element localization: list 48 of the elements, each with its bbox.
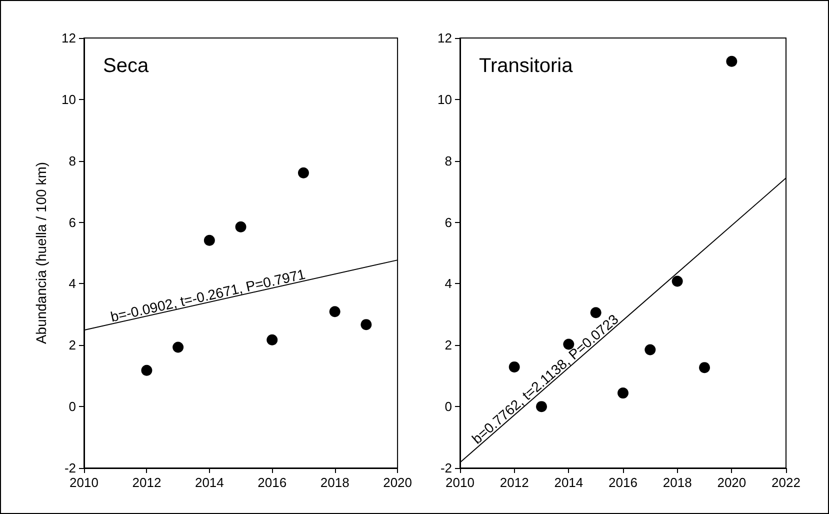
y-tick-label: 2 — [444, 338, 452, 353]
x-tick-label: 2022 — [772, 475, 800, 490]
point — [172, 342, 184, 353]
x-tick-label: 2016 — [608, 475, 638, 490]
x-tick-label: 2016 — [258, 475, 287, 490]
annotation: b=-0.0902, t=-0.2671, P=0.7971 — [109, 266, 307, 325]
x-tick-label: 2020 — [717, 475, 746, 490]
y-tick-label: 12 — [62, 30, 76, 46]
point — [699, 362, 710, 374]
y-tick-label: -2 — [64, 460, 76, 476]
point — [536, 401, 547, 412]
x-tick-label: 2010 — [446, 475, 474, 490]
point — [329, 306, 340, 318]
text: Seca — [103, 55, 150, 77]
x-tick-label: 2012 — [132, 475, 162, 490]
y-tick-label: 2 — [68, 338, 76, 353]
point — [360, 319, 372, 330]
x-tick-label: 2020 — [383, 475, 412, 490]
point — [204, 234, 215, 246]
y-tick-label: 4 — [68, 276, 76, 292]
y-tick-label: 4 — [444, 276, 452, 292]
y-tick-label: 8 — [68, 153, 76, 168]
y-tick-label: 8 — [444, 153, 452, 168]
y-tick-label: 0 — [444, 399, 452, 414]
x-tick-label: 2018 — [662, 475, 692, 490]
y-tick-label: 12 — [438, 30, 452, 46]
point — [726, 56, 738, 67]
point — [266, 334, 278, 346]
y-tick-label: -2 — [440, 460, 452, 476]
point — [644, 344, 656, 356]
point — [672, 276, 683, 287]
point — [298, 167, 309, 178]
x-tick-label: 2014 — [194, 475, 224, 490]
point — [618, 388, 628, 399]
x-tick-label: 2010 — [70, 475, 98, 490]
text: Transitoria — [479, 55, 574, 77]
x-tick-label: 2012 — [500, 475, 529, 490]
y-tick-label: 6 — [444, 214, 452, 230]
x-tick-label: 2018 — [320, 475, 350, 490]
point — [141, 364, 152, 376]
y-axis-title: Abundancia (huella / 100 km) — [33, 162, 49, 344]
y-tick-label: 0 — [68, 399, 76, 414]
point — [235, 221, 246, 232]
y-tick-label: 6 — [68, 214, 76, 230]
point — [508, 361, 520, 372]
y-tick-label: 10 — [62, 92, 76, 107]
y-tick-label: 10 — [438, 92, 452, 107]
x-tick-label: 2014 — [554, 475, 584, 490]
